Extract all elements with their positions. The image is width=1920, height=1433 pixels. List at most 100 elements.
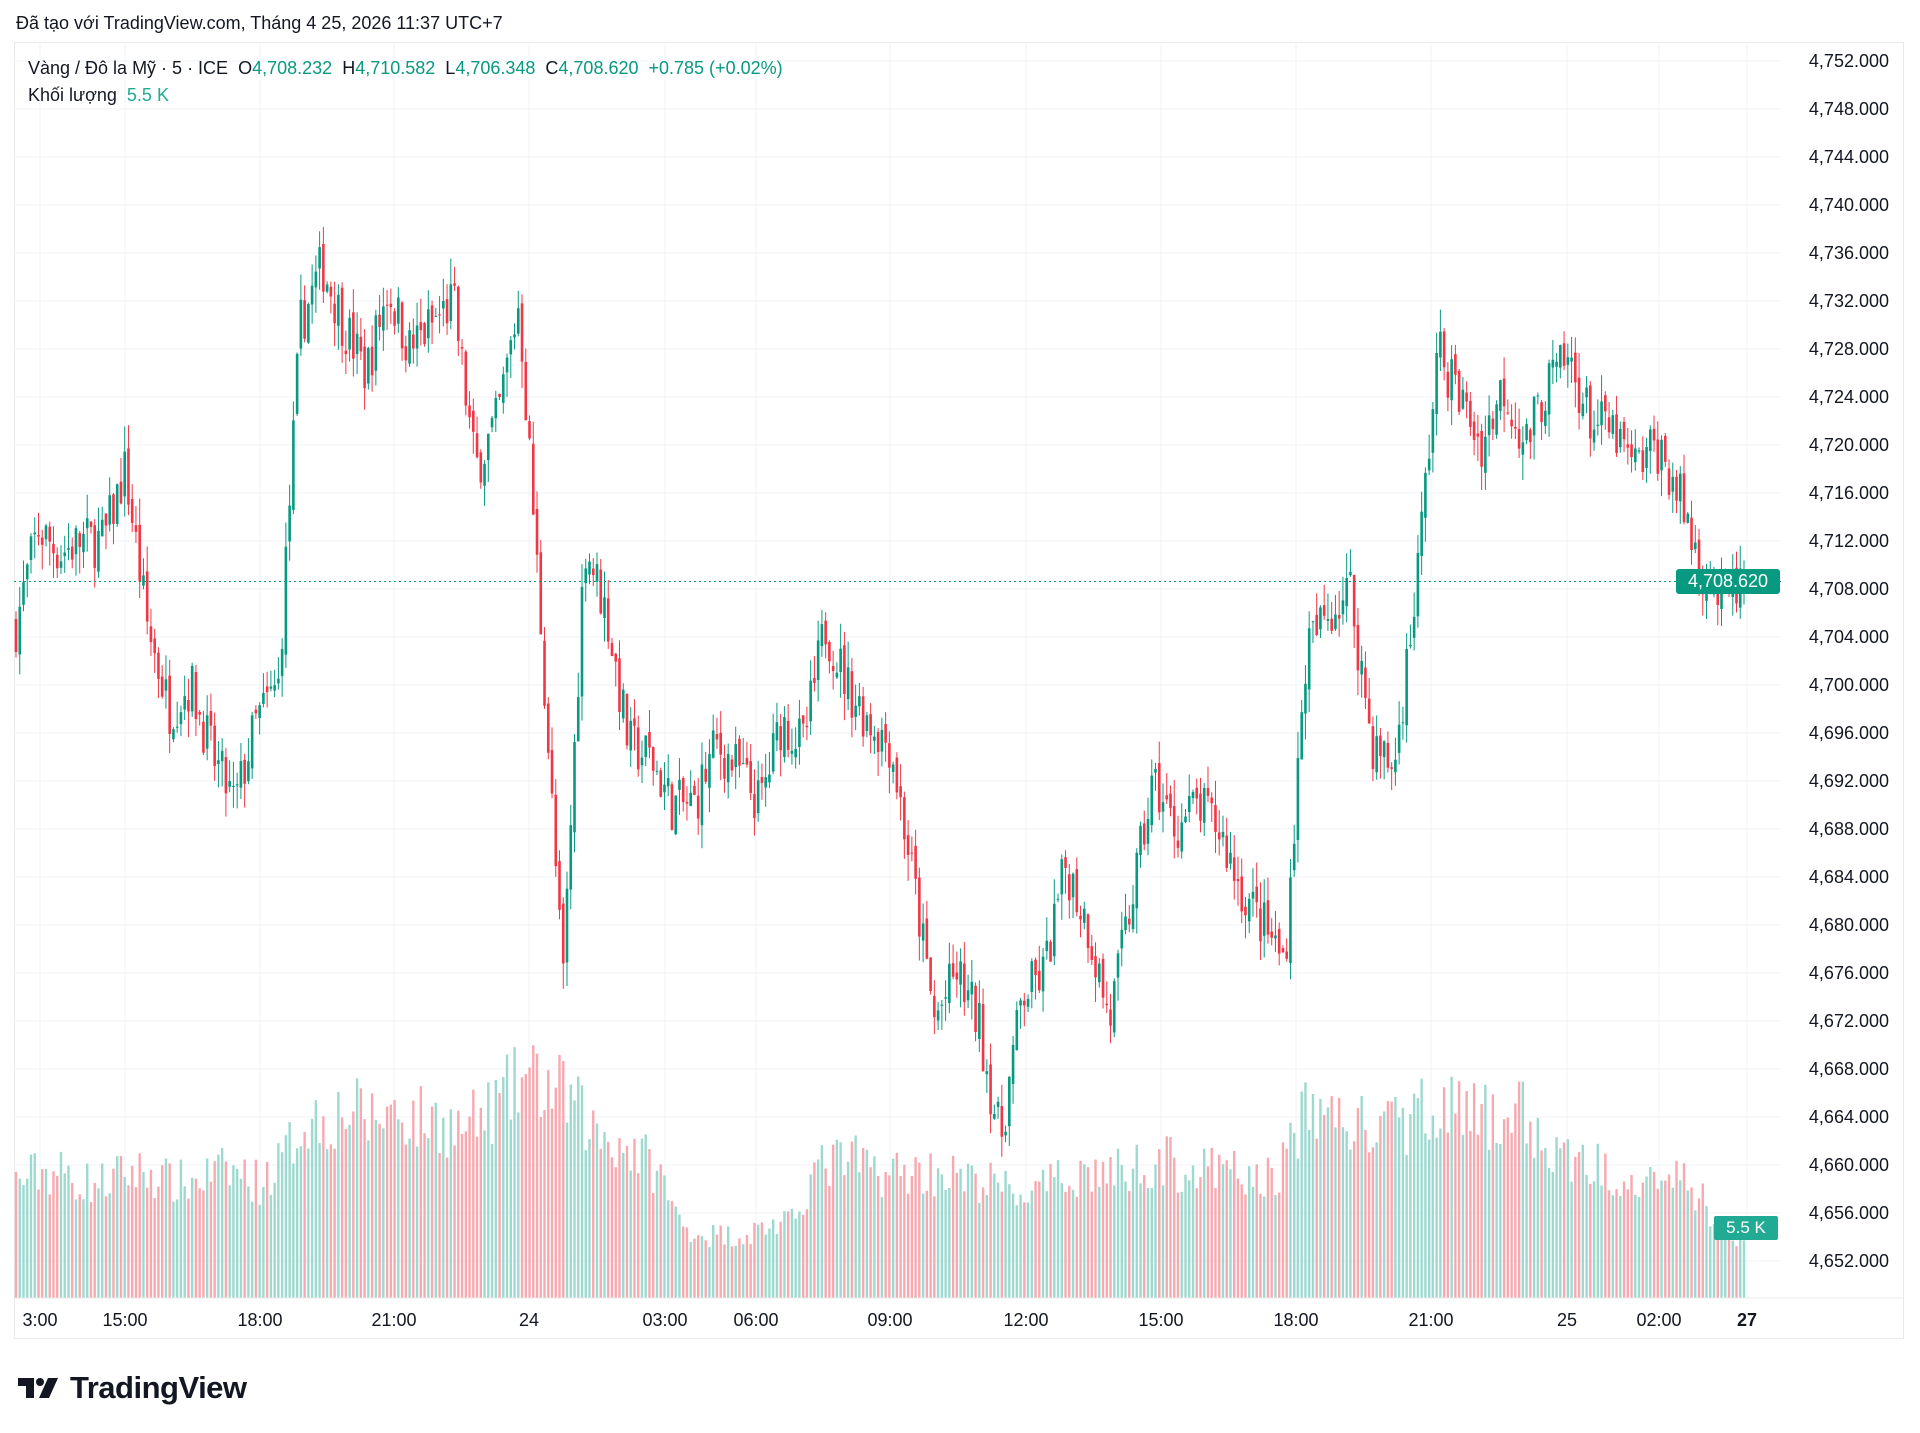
candle-body: [1067, 874, 1071, 901]
volume-bar: [1649, 1167, 1652, 1298]
volume-bar: [1664, 1180, 1667, 1298]
candle-body: [104, 513, 108, 526]
volume-bar: [41, 1169, 44, 1298]
y-tick-label: 4,688.000: [1809, 819, 1889, 839]
volume-bar: [254, 1159, 258, 1298]
candle-body: [1562, 343, 1566, 366]
volume-bar: [670, 1201, 674, 1298]
candle-body: [280, 649, 284, 676]
volume-bar: [1592, 1181, 1596, 1298]
candle-body: [479, 452, 483, 483]
y-tick-label: 4,668.000: [1809, 1059, 1889, 1079]
candle-body: [1716, 585, 1720, 606]
candle-body: [666, 778, 670, 787]
symbol-title[interactable]: Vàng / Đô la Mỹ · 5 · ICE: [28, 58, 229, 78]
volume-bar: [220, 1148, 224, 1298]
volume-bar: [1131, 1168, 1135, 1298]
candle-body: [1615, 414, 1618, 454]
candle-body: [565, 888, 569, 963]
candle-body: [1525, 423, 1528, 441]
candle-body: [1150, 775, 1154, 826]
candle-body: [569, 825, 573, 890]
candle-body: [884, 724, 887, 743]
volume-bar: [78, 1194, 81, 1298]
candle-body: [1277, 928, 1281, 954]
volume-bar: [786, 1211, 790, 1298]
candle-body: [130, 499, 134, 523]
candle-body: [1626, 444, 1630, 448]
candle-body: [74, 528, 78, 555]
candle-body: [588, 561, 591, 575]
candle-body: [1259, 908, 1262, 942]
volume-bar: [277, 1143, 280, 1298]
volume-bar: [378, 1123, 381, 1298]
volume-bar: [899, 1176, 902, 1298]
ohlc-row: Vàng / Đô la Mỹ · 5 · ICE O4,708.232 H4,…: [28, 55, 783, 82]
volume-bar: [295, 1148, 299, 1298]
candle-body: [1607, 417, 1611, 433]
volume-bar: [325, 1149, 329, 1298]
candle-body: [220, 751, 224, 762]
candle-body: [67, 547, 70, 550]
candle-body: [235, 784, 239, 786]
volume-bar: [1263, 1196, 1266, 1298]
volume-bar: [588, 1139, 591, 1298]
candle-body: [546, 703, 550, 753]
candle-body: [1469, 400, 1472, 427]
candle-body: [1112, 981, 1116, 1033]
volume-bar: [385, 1106, 389, 1298]
volume-bar: [1652, 1171, 1656, 1298]
volume-bar: [116, 1156, 119, 1298]
volume-bar: [352, 1111, 355, 1298]
candle-body: [359, 336, 363, 352]
tradingview-logo[interactable]: TradingView: [18, 1370, 247, 1406]
volume-bar: [1577, 1151, 1581, 1298]
candle-body: [843, 645, 846, 695]
volume-bar: [1604, 1153, 1607, 1298]
volume-bar: [1023, 1202, 1026, 1298]
candle-body: [1202, 787, 1206, 823]
volume-bar: [1184, 1174, 1187, 1298]
candle-body: [269, 686, 273, 689]
candle-body: [501, 374, 505, 403]
volume-bar: [33, 1153, 36, 1298]
high-value: 4,710.582: [355, 58, 436, 78]
volume-bar: [693, 1238, 696, 1298]
volume-bar: [880, 1197, 884, 1298]
volume-bar: [1098, 1186, 1101, 1298]
y-tick-label: 4,720.000: [1809, 435, 1889, 455]
volume-value: 5.5 K: [126, 85, 169, 105]
volume-bar: [1450, 1076, 1453, 1298]
volume-bar: [1529, 1121, 1532, 1298]
candle-body: [1023, 1000, 1026, 1006]
candle-body: [595, 564, 599, 582]
candle-body: [1630, 444, 1633, 458]
candle-body: [1517, 428, 1521, 449]
volume-bar: [457, 1110, 460, 1298]
volume-bar: [397, 1119, 400, 1298]
y-tick-label: 4,652.000: [1809, 1251, 1889, 1271]
candle-body: [1367, 698, 1371, 724]
volume-bar: [82, 1199, 85, 1298]
volume-bar: [929, 1153, 932, 1298]
volume-bar: [1045, 1191, 1049, 1298]
candle-body: [978, 1003, 981, 1039]
volume-bar: [29, 1154, 33, 1298]
volume-bar: [1386, 1101, 1390, 1298]
volume-bar: [779, 1221, 782, 1298]
candle-body: [1648, 429, 1652, 452]
candle-body: [505, 357, 509, 373]
candle-body: [404, 346, 408, 361]
volume-bar: [190, 1177, 194, 1298]
candle-body: [955, 972, 959, 980]
candle-body: [438, 314, 441, 316]
candle-body: [1000, 1106, 1004, 1137]
volume-bar: [682, 1226, 685, 1298]
candle-body: [123, 451, 127, 497]
candle-body: [708, 754, 711, 788]
volume-bar: [288, 1122, 291, 1298]
candle-body: [442, 301, 445, 309]
volume-bar: [284, 1135, 288, 1298]
candle-body: [1589, 385, 1592, 439]
